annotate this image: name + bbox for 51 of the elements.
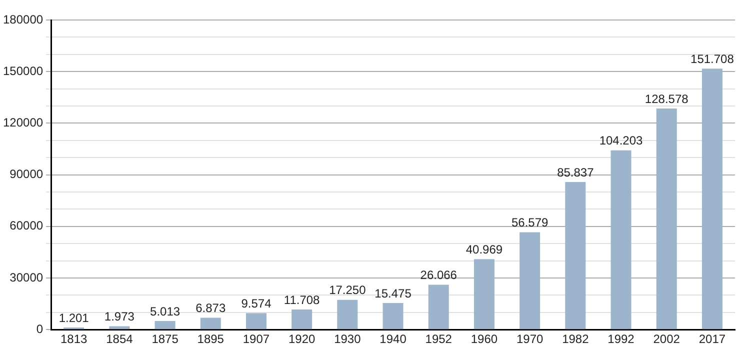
bar bbox=[154, 320, 176, 330]
data-label: 1.973 bbox=[104, 310, 135, 324]
x-tick-label: 1940 bbox=[380, 332, 407, 346]
bar bbox=[382, 302, 404, 330]
data-label: 15.475 bbox=[374, 286, 412, 300]
x-tick-label: 1895 bbox=[197, 332, 224, 346]
bar bbox=[656, 108, 677, 330]
y-tick-label: 0 bbox=[36, 322, 44, 336]
data-label: 104.203 bbox=[599, 134, 644, 148]
bar bbox=[428, 284, 449, 330]
y-tick-label: 120000 bbox=[2, 116, 44, 130]
bar bbox=[109, 326, 130, 330]
x-tick-label: 1854 bbox=[106, 332, 134, 346]
y-tick-label: 60000 bbox=[10, 218, 44, 233]
bar bbox=[200, 318, 221, 330]
x-tick-label: 1907 bbox=[242, 332, 270, 346]
bar bbox=[520, 232, 540, 330]
bar bbox=[292, 309, 312, 330]
data-label: 128.578 bbox=[644, 92, 689, 106]
data-label: 5.013 bbox=[150, 304, 180, 318]
x-tick-label: 1930 bbox=[334, 332, 362, 346]
bar bbox=[474, 259, 494, 330]
data-label: 40.969 bbox=[466, 242, 503, 256]
x-tick-label: 1920 bbox=[288, 332, 316, 346]
x-tick-label: 2002 bbox=[653, 332, 680, 346]
x-tick-label: 1813 bbox=[60, 332, 88, 346]
bar bbox=[565, 182, 586, 330]
x-tick-label: 1960 bbox=[470, 332, 498, 346]
data-label: 1.201 bbox=[58, 310, 90, 325]
y-tick-label: 30000 bbox=[10, 270, 44, 284]
data-label: 17.250 bbox=[329, 283, 366, 298]
x-tick-label: 1992 bbox=[608, 332, 635, 346]
x-tick-label: 1875 bbox=[152, 332, 179, 346]
x-tick-label: 1982 bbox=[562, 332, 590, 346]
x-tick-label: 1970 bbox=[516, 332, 544, 346]
y-tick-label: 180000 bbox=[2, 12, 44, 26]
bar bbox=[610, 150, 632, 330]
y-tick-label: 90000 bbox=[10, 167, 44, 182]
bar bbox=[246, 313, 266, 330]
data-label: 9.574 bbox=[241, 296, 272, 310]
data-label: 26.066 bbox=[420, 268, 458, 282]
data-label: 6.873 bbox=[196, 301, 226, 316]
data-label: 56.579 bbox=[511, 216, 548, 230]
data-label: 151.708 bbox=[690, 52, 734, 66]
x-tick-label: 2017 bbox=[698, 332, 726, 346]
data-label: 85.837 bbox=[557, 165, 594, 180]
bar bbox=[702, 68, 722, 330]
y-tick-label: 150000 bbox=[2, 64, 44, 78]
bar bbox=[337, 300, 358, 330]
x-tick-label: 1952 bbox=[425, 332, 452, 346]
data-label: 11.708 bbox=[284, 292, 320, 307]
